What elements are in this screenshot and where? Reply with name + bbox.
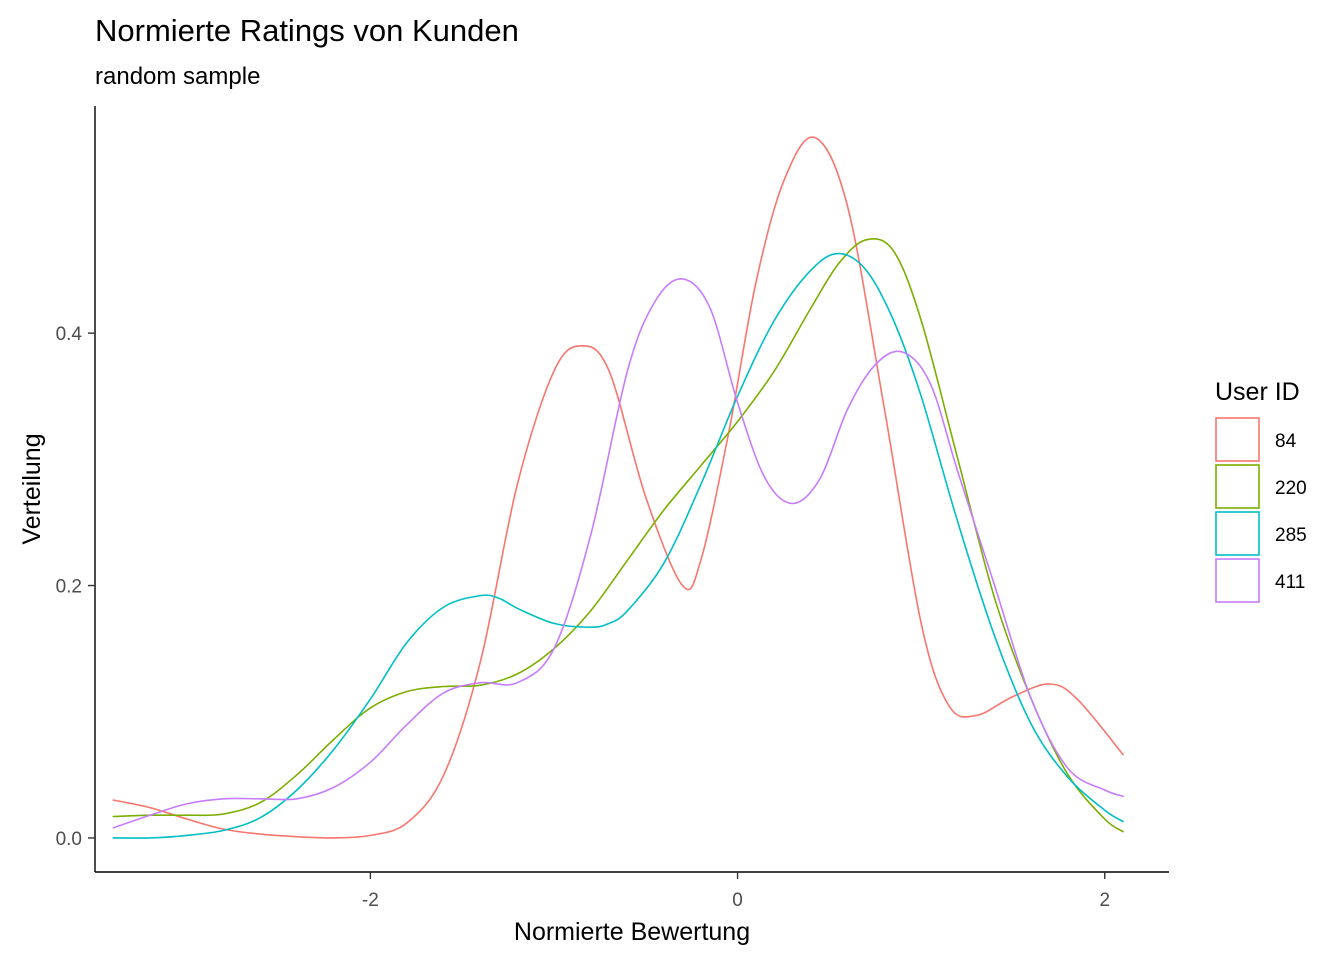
legend-key-411 <box>1215 558 1260 603</box>
legend-label-285: 285 <box>1275 525 1307 546</box>
x-axis-title: Normierte Bewertung <box>514 918 750 946</box>
legend-label-411: 411 <box>1275 572 1305 593</box>
y-tick-label: 0.2 <box>56 577 82 598</box>
legend-key-285 <box>1215 511 1260 556</box>
x-tick-label: 2 <box>1099 890 1110 911</box>
chart-title: Normierte Ratings von Kunden <box>95 13 519 48</box>
x-axis-ticks: -2 0 2 <box>362 872 1110 911</box>
series-line-84 <box>112 136 1124 839</box>
legend-label-220: 220 <box>1275 478 1307 499</box>
legend-key-220 <box>1215 464 1260 509</box>
chart-subtitle: random sample <box>95 63 260 90</box>
y-tick-label: 0.4 <box>56 324 83 345</box>
y-tick-label: 0.0 <box>56 829 82 850</box>
legend-key-84 <box>1215 417 1260 462</box>
series-line-220 <box>112 237 1124 833</box>
y-axis-title: Verteilung <box>18 433 46 544</box>
x-tick-label: -2 <box>362 890 379 911</box>
x-tick-label: 0 <box>732 890 743 911</box>
legend-label-84: 84 <box>1275 431 1297 452</box>
series-line-411 <box>112 278 1124 829</box>
legend-title: User ID <box>1215 378 1300 406</box>
y-axis-ticks: 0.0 0.2 0.4 <box>56 324 95 850</box>
plot-panel <box>112 136 1124 839</box>
legend: User ID 84 220 285 411 <box>1215 378 1307 603</box>
series-line-285 <box>112 252 1124 839</box>
